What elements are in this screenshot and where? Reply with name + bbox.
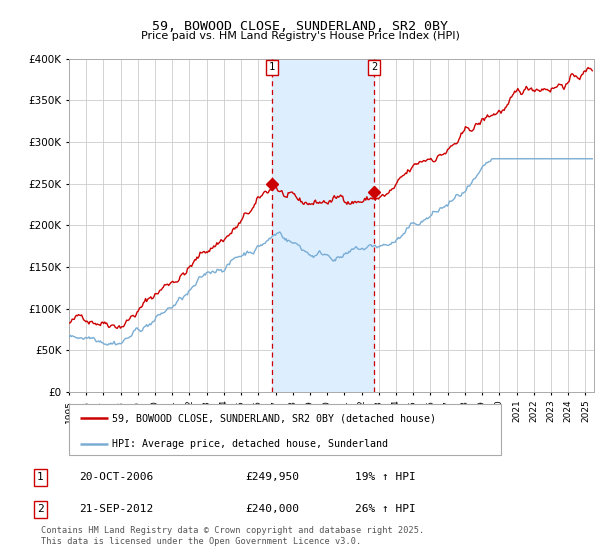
Text: 19% ↑ HPI: 19% ↑ HPI: [355, 472, 416, 482]
Text: Price paid vs. HM Land Registry's House Price Index (HPI): Price paid vs. HM Land Registry's House …: [140, 31, 460, 41]
Text: 1: 1: [269, 62, 275, 72]
Bar: [272, 59, 374, 392]
Text: 59, BOWOOD CLOSE, SUNDERLAND, SR2 0BY: 59, BOWOOD CLOSE, SUNDERLAND, SR2 0BY: [152, 20, 448, 32]
Text: 21-SEP-2012: 21-SEP-2012: [79, 505, 154, 515]
Text: £240,000: £240,000: [245, 505, 299, 515]
Text: 2: 2: [371, 62, 377, 72]
FancyBboxPatch shape: [69, 404, 501, 455]
Text: 59, BOWOOD CLOSE, SUNDERLAND, SR2 0BY (detached house): 59, BOWOOD CLOSE, SUNDERLAND, SR2 0BY (d…: [112, 413, 436, 423]
Text: 2: 2: [37, 505, 44, 515]
Text: 20-OCT-2006: 20-OCT-2006: [79, 472, 154, 482]
Text: HPI: Average price, detached house, Sunderland: HPI: Average price, detached house, Sund…: [112, 438, 388, 449]
Text: £249,950: £249,950: [245, 472, 299, 482]
Text: 26% ↑ HPI: 26% ↑ HPI: [355, 505, 416, 515]
Text: Contains HM Land Registry data © Crown copyright and database right 2025.
This d: Contains HM Land Registry data © Crown c…: [41, 526, 424, 546]
Text: 1: 1: [37, 472, 44, 482]
